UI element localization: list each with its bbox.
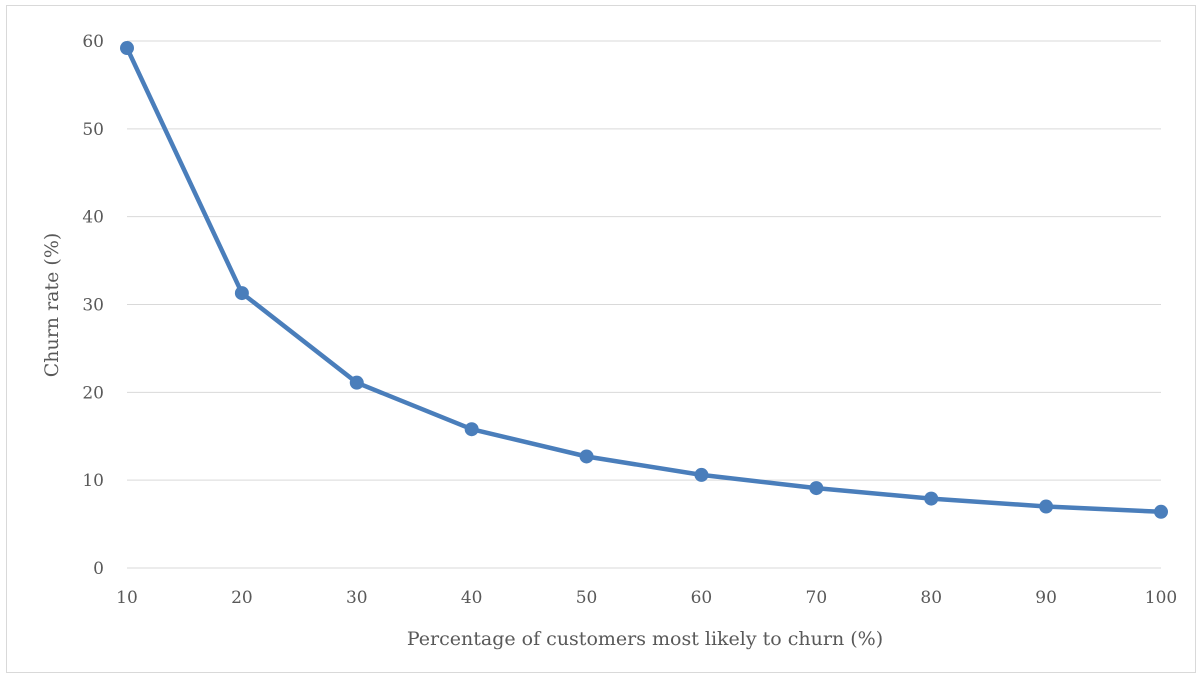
data-point-90 (1039, 499, 1054, 514)
y-tick-label: 0 (93, 559, 104, 579)
x-tick-label: 30 (346, 588, 368, 608)
x-axis-ticks: 10 20 30 40 50 60 70 80 90 100 (116, 588, 1177, 608)
data-point-20 (234, 286, 249, 301)
data-point-70 (809, 481, 824, 496)
y-tick-label: 20 (82, 383, 104, 403)
y-tick-label: 50 (82, 120, 104, 140)
gridlines (127, 40, 1161, 569)
data-point-40 (464, 422, 479, 437)
x-tick-label: 10 (116, 588, 138, 608)
y-tick-label: 40 (82, 208, 104, 228)
x-tick-label: 40 (461, 588, 483, 608)
x-tick-label: 80 (920, 588, 942, 608)
data-point-80 (924, 491, 939, 506)
y-tick-label: 10 (82, 471, 104, 491)
data-point-60 (694, 467, 709, 482)
y-tick-label: 30 (82, 296, 104, 316)
x-tick-label: 70 (806, 588, 828, 608)
x-tick-label: 100 (1145, 588, 1177, 608)
x-tick-label: 60 (691, 588, 713, 608)
series-group (120, 41, 1168, 519)
y-axis-ticks: 0 10 20 30 40 50 60 (82, 32, 104, 579)
data-point-30 (349, 375, 364, 390)
data-point-50 (579, 449, 594, 464)
series-line (124, 45, 1164, 515)
x-tick-label: 20 (231, 588, 253, 608)
data-point-100 (1154, 504, 1168, 519)
y-axis-title: Churn rate (%) (41, 233, 63, 378)
x-tick-label: 50 (576, 588, 598, 608)
x-tick-label: 90 (1035, 588, 1057, 608)
y-tick-label: 60 (82, 32, 104, 52)
x-axis-title: Percentage of customers most likely to c… (407, 628, 883, 650)
chart-frame (6, 5, 1196, 673)
data-point-10 (120, 41, 134, 56)
